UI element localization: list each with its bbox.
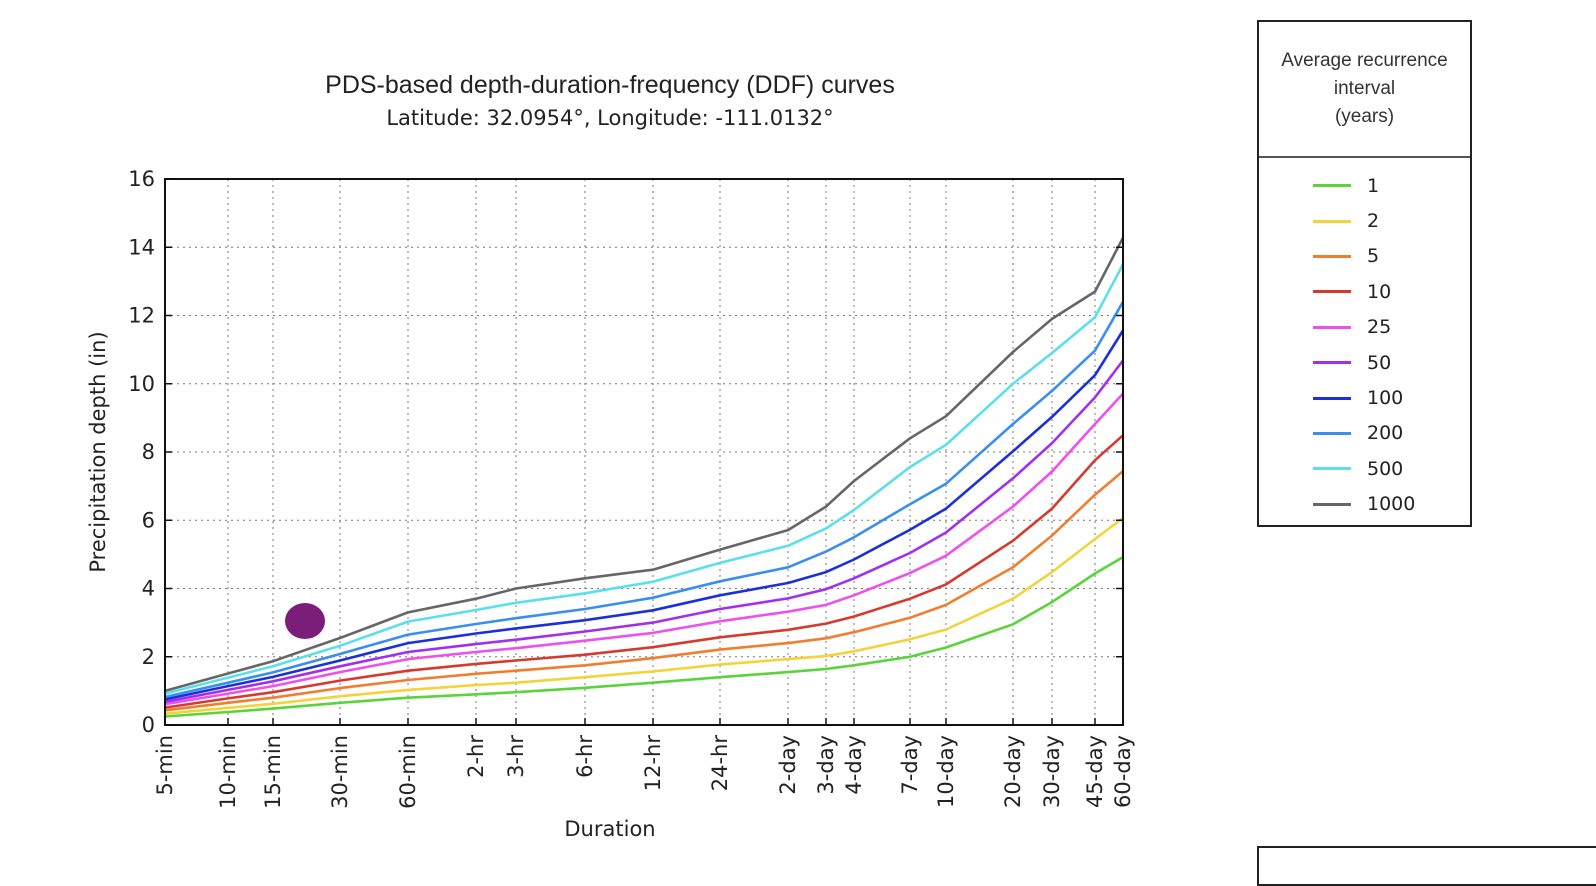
series-line-200 [164, 301, 1125, 699]
legend-item: 25 [1259, 310, 1470, 345]
chart-subtitle: Latitude: 32.0954°, Longitude: -111.0132… [386, 106, 833, 130]
legend-title: Average recurrence interval (years) [1259, 22, 1470, 158]
legend-label: 1 [1367, 174, 1380, 197]
series-lines [164, 237, 1125, 718]
y-tick-label: 8 [142, 440, 155, 464]
y-ticks: 0 2 4 6 8 10 12 14 16 [128, 167, 1123, 737]
x-tick-label: 3-day [814, 735, 838, 795]
x-tick-label: 3-hr [504, 735, 528, 778]
legend-swatch [1313, 219, 1351, 223]
y-tick-label: 6 [142, 508, 155, 532]
y-tick-label: 10 [128, 372, 155, 396]
legend-swatch [1313, 431, 1351, 435]
x-tick-label: 2-day [776, 735, 800, 795]
series-line-1 [164, 555, 1124, 718]
y-tick-label: 16 [128, 167, 155, 191]
x-tick-label: 60-min [396, 735, 420, 809]
chart-title: PDS-based depth-duration-frequency (DDF)… [325, 71, 895, 99]
series-line-2 [164, 516, 1124, 715]
legend-item: 100 [1259, 380, 1470, 415]
legend-title-line: (years) [1334, 106, 1395, 127]
legend-title-line: Average recurrence [1281, 50, 1448, 71]
legend-label: 100 [1367, 387, 1404, 410]
series-line-5 [164, 470, 1124, 712]
legend-item: 50 [1259, 345, 1470, 380]
highlight-marker-dot[interactable] [285, 603, 325, 639]
legend-item: 2 [1259, 203, 1470, 238]
legend-label: 1000 [1367, 493, 1416, 516]
legend-swatch [1313, 290, 1351, 294]
legend-item: 200 [1259, 416, 1470, 451]
y-tick-label: 2 [142, 645, 155, 669]
legend-item: 10 [1259, 274, 1470, 309]
series-line-25 [164, 392, 1124, 706]
y-tick-label: 14 [128, 235, 155, 259]
secondary-panel [1257, 846, 1596, 886]
series-line-1000 [164, 237, 1125, 693]
legend-list: 1 2 5 10 25 50 100 200 500 1000 [1259, 158, 1470, 522]
legend-item: 1 [1259, 168, 1470, 203]
x-tick-label: 4-day [842, 735, 866, 795]
x-tick-label: 7-day [898, 735, 922, 795]
y-axis-label: Precipitation depth (in) [86, 331, 110, 572]
x-tick-label: 45-day [1083, 735, 1107, 808]
x-tick-label: 10-day [934, 735, 958, 808]
legend-title-line: interval [1333, 78, 1396, 99]
x-tick-label: 5-min [153, 735, 177, 796]
legend-item: 1000 [1259, 487, 1470, 522]
ddf-chart: PDS-based depth-duration-frequency (DDF)… [86, 71, 1135, 841]
x-tick-label: 60-day [1111, 735, 1135, 808]
x-tick-label: 6-hr [573, 735, 597, 778]
x-tick-label: 20-day [1001, 735, 1025, 808]
x-tick-label: 30-day [1040, 735, 1064, 808]
x-tick-label: 10-min [216, 735, 240, 809]
y-tick-label: 12 [128, 304, 155, 328]
series-line-100 [164, 329, 1125, 701]
legend-swatch [1313, 325, 1351, 329]
legend-swatch [1313, 184, 1351, 188]
series-line-500 [164, 263, 1125, 695]
series-line-10 [164, 434, 1124, 709]
legend-swatch [1313, 467, 1351, 471]
legend-label: 25 [1367, 316, 1392, 339]
legend-swatch [1313, 396, 1351, 400]
x-ticks: 5-min 10-min 15-min 30-min 60-min 2-hr 3-hr 6-h… [153, 718, 1135, 809]
legend-label: 2 [1367, 210, 1380, 233]
legend-label: 500 [1367, 457, 1404, 480]
legend-item: 500 [1259, 451, 1470, 486]
legend-swatch [1313, 502, 1351, 506]
x-tick-label: 24-hr [708, 735, 732, 792]
x-tick-label: 30-min [328, 735, 352, 809]
y-tick-label: 4 [142, 577, 155, 601]
y-tick-label: 0 [142, 713, 155, 737]
legend-swatch [1313, 361, 1351, 365]
plot-frame [164, 178, 1124, 726]
legend-label: 5 [1367, 245, 1380, 268]
legend-swatch [1313, 254, 1351, 258]
x-tick-label: 2-hr [464, 735, 488, 778]
legend-label: 200 [1367, 422, 1404, 445]
x-tick-label: 12-hr [641, 735, 665, 792]
grid-lines [165, 179, 1123, 725]
series-line-50 [164, 359, 1125, 704]
legend-label: 10 [1367, 280, 1392, 303]
x-tick-label: 15-min [261, 735, 285, 809]
legend-label: 50 [1367, 351, 1392, 374]
legend-item: 5 [1259, 239, 1470, 274]
x-axis-label: Duration [564, 817, 655, 841]
